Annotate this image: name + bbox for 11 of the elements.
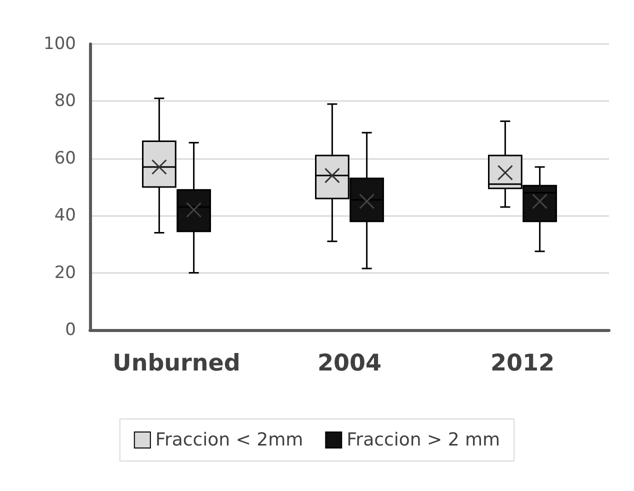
y-tick-label: 80: [54, 91, 76, 112]
x-tick-label: 2004: [317, 350, 382, 376]
y-tick-label: 40: [54, 206, 76, 226]
y-tick-label: 100: [44, 34, 76, 54]
x-tick-label: Unburned: [112, 350, 240, 376]
y-tick-label: 60: [54, 148, 76, 168]
x-tick-label: 2012: [490, 350, 555, 376]
y-tick-label: 20: [54, 262, 76, 283]
legend-label: Fraccion < 2mm: [155, 430, 304, 450]
y-tick-label: 0: [65, 320, 76, 340]
legend-label: Fraccion > 2 mm: [346, 430, 500, 450]
